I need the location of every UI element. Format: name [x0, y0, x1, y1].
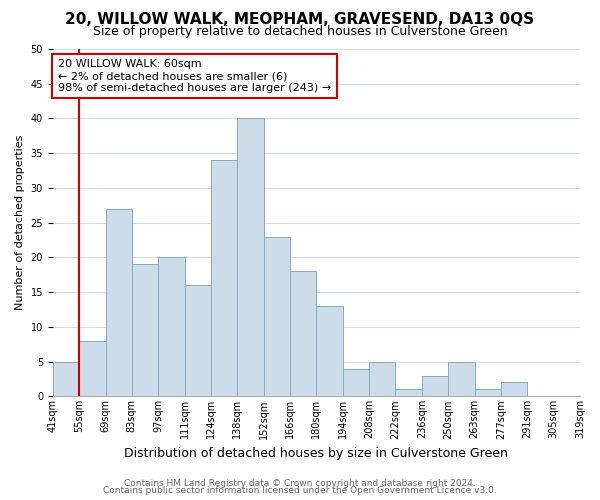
Text: Size of property relative to detached houses in Culverstone Green: Size of property relative to detached ho…	[92, 25, 508, 38]
Bar	[238, 118, 263, 396]
Bar	[343, 368, 369, 396]
X-axis label: Distribution of detached houses by size in Culverstone Green: Distribution of detached houses by size …	[124, 447, 508, 460]
Text: Contains HM Land Registry data © Crown copyright and database right 2024.: Contains HM Land Registry data © Crown c…	[124, 478, 476, 488]
Bar	[501, 382, 527, 396]
Bar	[422, 376, 448, 396]
Text: Contains public sector information licensed under the Open Government Licence v3: Contains public sector information licen…	[103, 486, 497, 495]
Bar	[185, 285, 211, 397]
Bar	[79, 341, 106, 396]
Bar	[211, 160, 238, 396]
Text: 20 WILLOW WALK: 60sqm
← 2% of detached houses are smaller (6)
98% of semi-detach: 20 WILLOW WALK: 60sqm ← 2% of detached h…	[58, 60, 331, 92]
Text: 20, WILLOW WALK, MEOPHAM, GRAVESEND, DA13 0QS: 20, WILLOW WALK, MEOPHAM, GRAVESEND, DA1…	[65, 12, 535, 28]
Bar	[290, 272, 316, 396]
Bar	[53, 362, 79, 396]
Bar	[369, 362, 395, 396]
Y-axis label: Number of detached properties: Number of detached properties	[15, 135, 25, 310]
Bar	[475, 390, 501, 396]
Bar	[448, 362, 475, 396]
Bar	[158, 258, 185, 396]
Bar	[395, 390, 422, 396]
Bar	[132, 264, 158, 396]
Bar	[106, 209, 132, 396]
Bar	[263, 236, 290, 396]
Bar	[316, 306, 343, 396]
